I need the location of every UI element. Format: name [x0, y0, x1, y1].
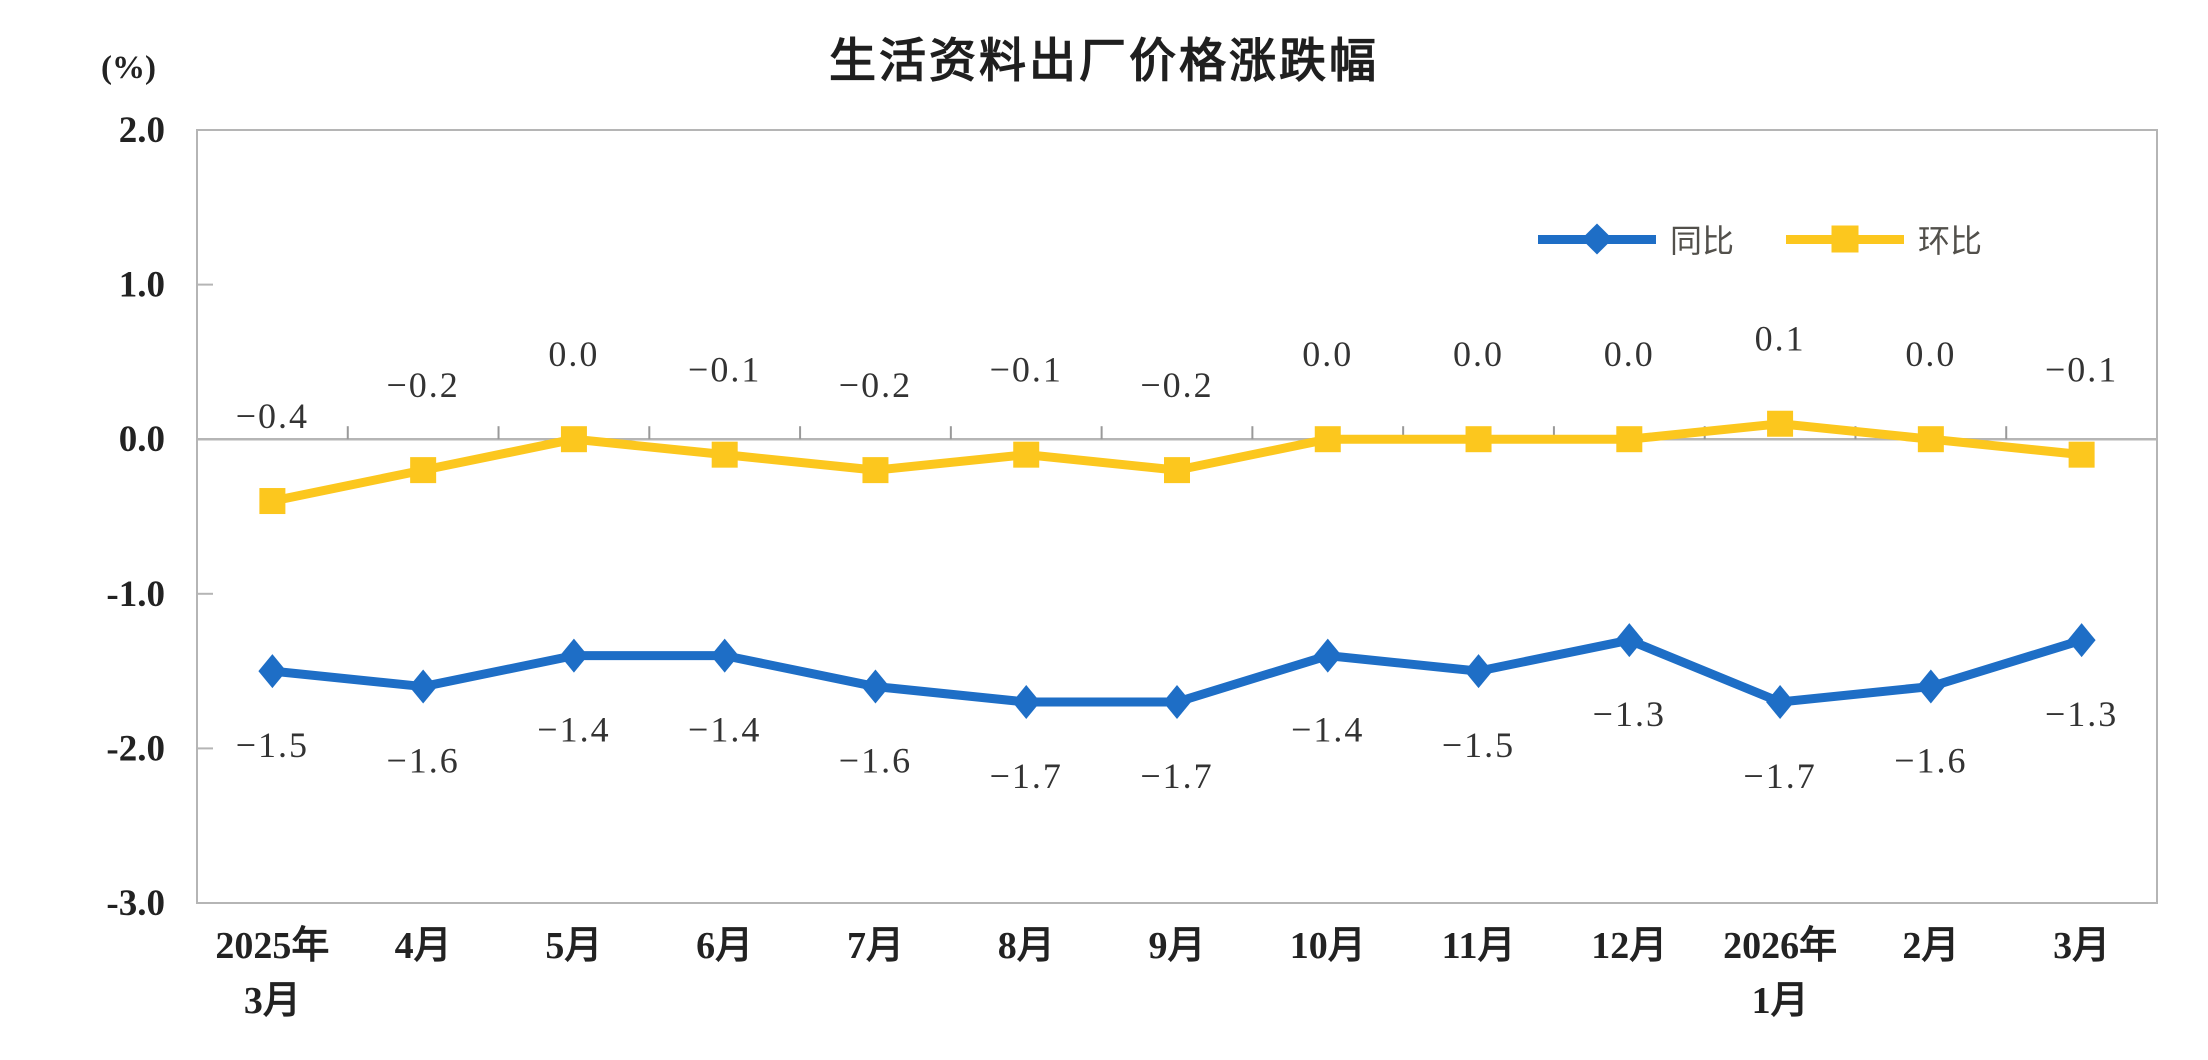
data-point-square	[862, 457, 889, 484]
data-label: −1.6	[839, 741, 912, 781]
data-label: 0.0	[1453, 334, 1504, 374]
data-label: −0.1	[2045, 350, 2118, 390]
data-point-square	[259, 488, 286, 515]
data-point-square	[1164, 457, 1190, 484]
data-label: −1.4	[537, 710, 610, 750]
data-label: −1.6	[386, 741, 459, 781]
data-point-square	[410, 457, 437, 484]
data-point-diamond	[409, 669, 438, 704]
data-point-diamond	[258, 654, 287, 689]
legend-item-yoy[interactable]: 同比	[1538, 216, 1734, 262]
data-label: −1.7	[1743, 756, 1816, 796]
x-category-label: 2026年 1月	[1723, 925, 1837, 1022]
plot-border	[196, 129, 2158, 904]
legend-label-mom: 环比	[1918, 223, 1983, 259]
legend-label-yoy: 同比	[1670, 223, 1735, 259]
y-tick-label: -2.0	[106, 728, 165, 769]
data-point-diamond	[1766, 685, 1795, 720]
x-category-label: 8月	[998, 925, 1055, 967]
data-label: −1.5	[1442, 725, 1515, 765]
data-label: −1.4	[1291, 710, 1364, 750]
x-category-label: 12月	[1591, 925, 1667, 967]
data-point-square	[1767, 410, 1794, 437]
data-label: −1.3	[1593, 694, 1666, 734]
data-point-diamond	[559, 638, 588, 673]
data-point-square	[2068, 441, 2095, 468]
data-label: −1.5	[236, 725, 309, 765]
data-label: −0.4	[236, 396, 309, 436]
legend-item-mom[interactable]: 环比	[1786, 216, 1982, 262]
data-point-diamond	[1163, 685, 1191, 720]
data-label: −1.7	[1140, 756, 1213, 796]
legend: 同比 环比	[1538, 216, 1982, 262]
data-label: −1.4	[688, 710, 761, 750]
data-point-diamond	[1464, 654, 1493, 689]
x-category-label: 2月	[1902, 925, 1959, 967]
data-point-diamond	[1916, 669, 1945, 704]
data-point-diamond	[1012, 685, 1041, 720]
data-label: −1.6	[1894, 741, 1967, 781]
data-point-square	[1917, 426, 1944, 453]
data-point-diamond	[710, 638, 739, 673]
x-category-label: 6月	[696, 925, 753, 967]
x-category-label: 5月	[545, 925, 602, 967]
data-point-square	[560, 426, 587, 453]
data-point-square	[1616, 426, 1643, 453]
data-label: −0.2	[386, 365, 459, 405]
data-label: 0.0	[1604, 334, 1655, 374]
y-tick-label: 0.0	[119, 419, 165, 460]
data-label: 0.0	[548, 334, 599, 374]
mom-line-square-icon	[1786, 219, 1905, 259]
yoy-line-diamond-icon	[1538, 219, 1656, 259]
data-label: −0.2	[839, 365, 912, 405]
data-label: −1.7	[990, 756, 1063, 796]
x-category-label: 9月	[1148, 925, 1205, 967]
y-tick-label: 1.0	[119, 265, 165, 306]
data-point-diamond	[861, 669, 890, 704]
data-label: −1.3	[2045, 694, 2118, 734]
x-category-label: 10月	[1290, 925, 1366, 967]
data-label: −0.1	[990, 350, 1063, 390]
data-label: 0.1	[1755, 319, 1806, 359]
y-axis-unit-label: (%)	[101, 50, 156, 86]
data-point-diamond	[2067, 623, 2096, 658]
data-point-square	[1465, 426, 1492, 453]
data-point-diamond	[1615, 623, 1644, 658]
data-label: −0.1	[688, 350, 761, 390]
x-category-label: 4月	[395, 925, 452, 967]
data-point-square	[1013, 441, 1040, 468]
data-point-square	[711, 441, 738, 468]
y-tick-label: -3.0	[106, 883, 165, 924]
y-tick-label: 2.0	[119, 110, 165, 151]
x-category-label: 11月	[1442, 925, 1516, 967]
x-category-label: 7月	[847, 925, 904, 967]
data-label: 0.0	[1302, 334, 1353, 374]
x-category-label: 3月	[2053, 925, 2110, 967]
data-label: 0.0	[1905, 334, 1956, 374]
x-category-label: 2025年 3月	[215, 925, 329, 1022]
data-point-square	[1314, 426, 1341, 453]
data-label: −0.2	[1140, 365, 1213, 405]
chart-title: 生活资料出厂价格涨跌幅	[829, 34, 1379, 87]
data-point-diamond	[1313, 638, 1342, 673]
y-tick-label: -1.0	[106, 574, 165, 615]
